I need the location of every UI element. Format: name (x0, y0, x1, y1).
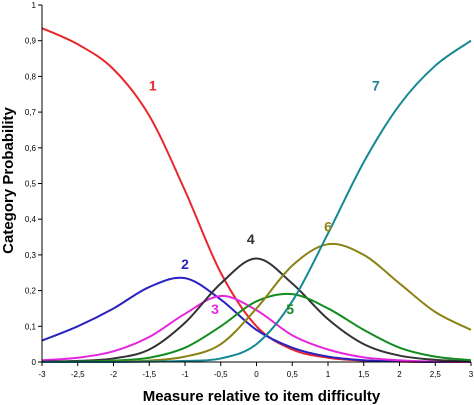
x-tick-label: -2,5 (71, 370, 85, 379)
series-line-2 (41, 276, 472, 364)
y-tick-label: 0,9 (25, 37, 37, 46)
x-tick-label: 3 (469, 370, 474, 379)
y-tick-label: 0 (32, 358, 37, 367)
y-axis-title: Category Probability (0, 106, 17, 253)
series-label-6: 6 (324, 219, 332, 235)
series-label-2: 2 (181, 256, 189, 272)
x-tick-label: 0,5 (287, 370, 299, 379)
y-tick-label: 0,4 (25, 215, 37, 224)
y-tick-label: 0,5 (25, 180, 37, 189)
series-label-3: 3 (211, 301, 219, 317)
x-tick-label: -2 (110, 370, 118, 379)
x-axis-title: Measure relative to item difficulty (143, 388, 381, 405)
series-line-7 (41, 39, 472, 364)
curves-layer (41, 27, 472, 364)
x-tick-label: 0 (254, 370, 259, 379)
axes-layer: 0 0,1 0,2 0,3 0,4 0,5 0,6 0,7 0,8 0,9 1 -3 -2,5 -2 -1,… (25, 1, 474, 379)
y-tick-label: 0,3 (25, 251, 37, 260)
series-label-7: 7 (372, 78, 380, 94)
x-tick-label: -1 (181, 370, 189, 379)
y-tick-label: 0,8 (25, 72, 37, 81)
series-line-3 (41, 294, 472, 363)
x-tick-label: 2 (397, 370, 402, 379)
series-line-4 (41, 257, 472, 363)
x-tick-label: 1 (326, 370, 331, 379)
y-tick-label: 0,2 (25, 287, 37, 296)
series-label-4: 4 (247, 231, 255, 247)
y-tick-label: 0,6 (25, 144, 37, 153)
y-tick-label: 0,7 (25, 108, 37, 117)
y-tick-label: 1 (32, 1, 37, 10)
x-tick-label: 2,5 (430, 370, 442, 379)
series-label-5: 5 (286, 301, 294, 317)
y-tick-label: 0,1 (25, 322, 37, 331)
x-tick-label: -3 (38, 370, 46, 379)
x-tick-label: 1,5 (358, 370, 370, 379)
x-tick-label: -1,5 (142, 370, 156, 379)
x-tick-label: -0,5 (214, 370, 228, 379)
curve-labels-layer: 1 2 3 4 5 6 7 (149, 78, 380, 317)
series-line-5 (41, 292, 472, 363)
series-label-1: 1 (149, 78, 157, 94)
